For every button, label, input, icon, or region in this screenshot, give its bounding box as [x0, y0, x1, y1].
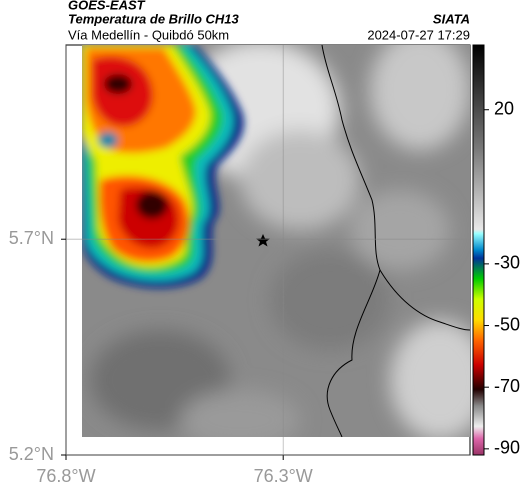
colorbar-ticks: 20 -30 -50 -70 -90 — [484, 98, 520, 458]
timestamp: 2024-07-27 17:29 — [367, 27, 470, 42]
station-marker — [256, 234, 270, 247]
axes: 76.8°W 76.3°W 5.7°N 5.2°N — [9, 45, 470, 486]
storm-cell — [82, 45, 244, 289]
brand: SIATA — [433, 11, 470, 26]
colorbar — [472, 44, 485, 456]
colorbar-tick-label: -50 — [494, 314, 520, 334]
y-tick-label: 5.7°N — [9, 228, 54, 248]
y-tick-label: 5.2°N — [9, 444, 54, 464]
border-line — [321, 45, 470, 437]
source: GOES-EAST — [68, 0, 146, 12]
x-tick-label: 76.3°W — [254, 466, 313, 486]
colorbar-tick-label: -70 — [494, 376, 520, 396]
colorbar-tick-label: -90 — [494, 438, 520, 458]
subtitle: Vía Medellín - Quibdó 50km — [68, 27, 229, 42]
colorbar-tick-label: 20 — [494, 98, 514, 118]
satellite-image — [82, 45, 470, 437]
colorbar-tick-label: -30 — [494, 253, 520, 273]
title: Temperatura de Brillo CH13 — [68, 11, 240, 26]
x-tick-label: 76.8°W — [36, 466, 95, 486]
